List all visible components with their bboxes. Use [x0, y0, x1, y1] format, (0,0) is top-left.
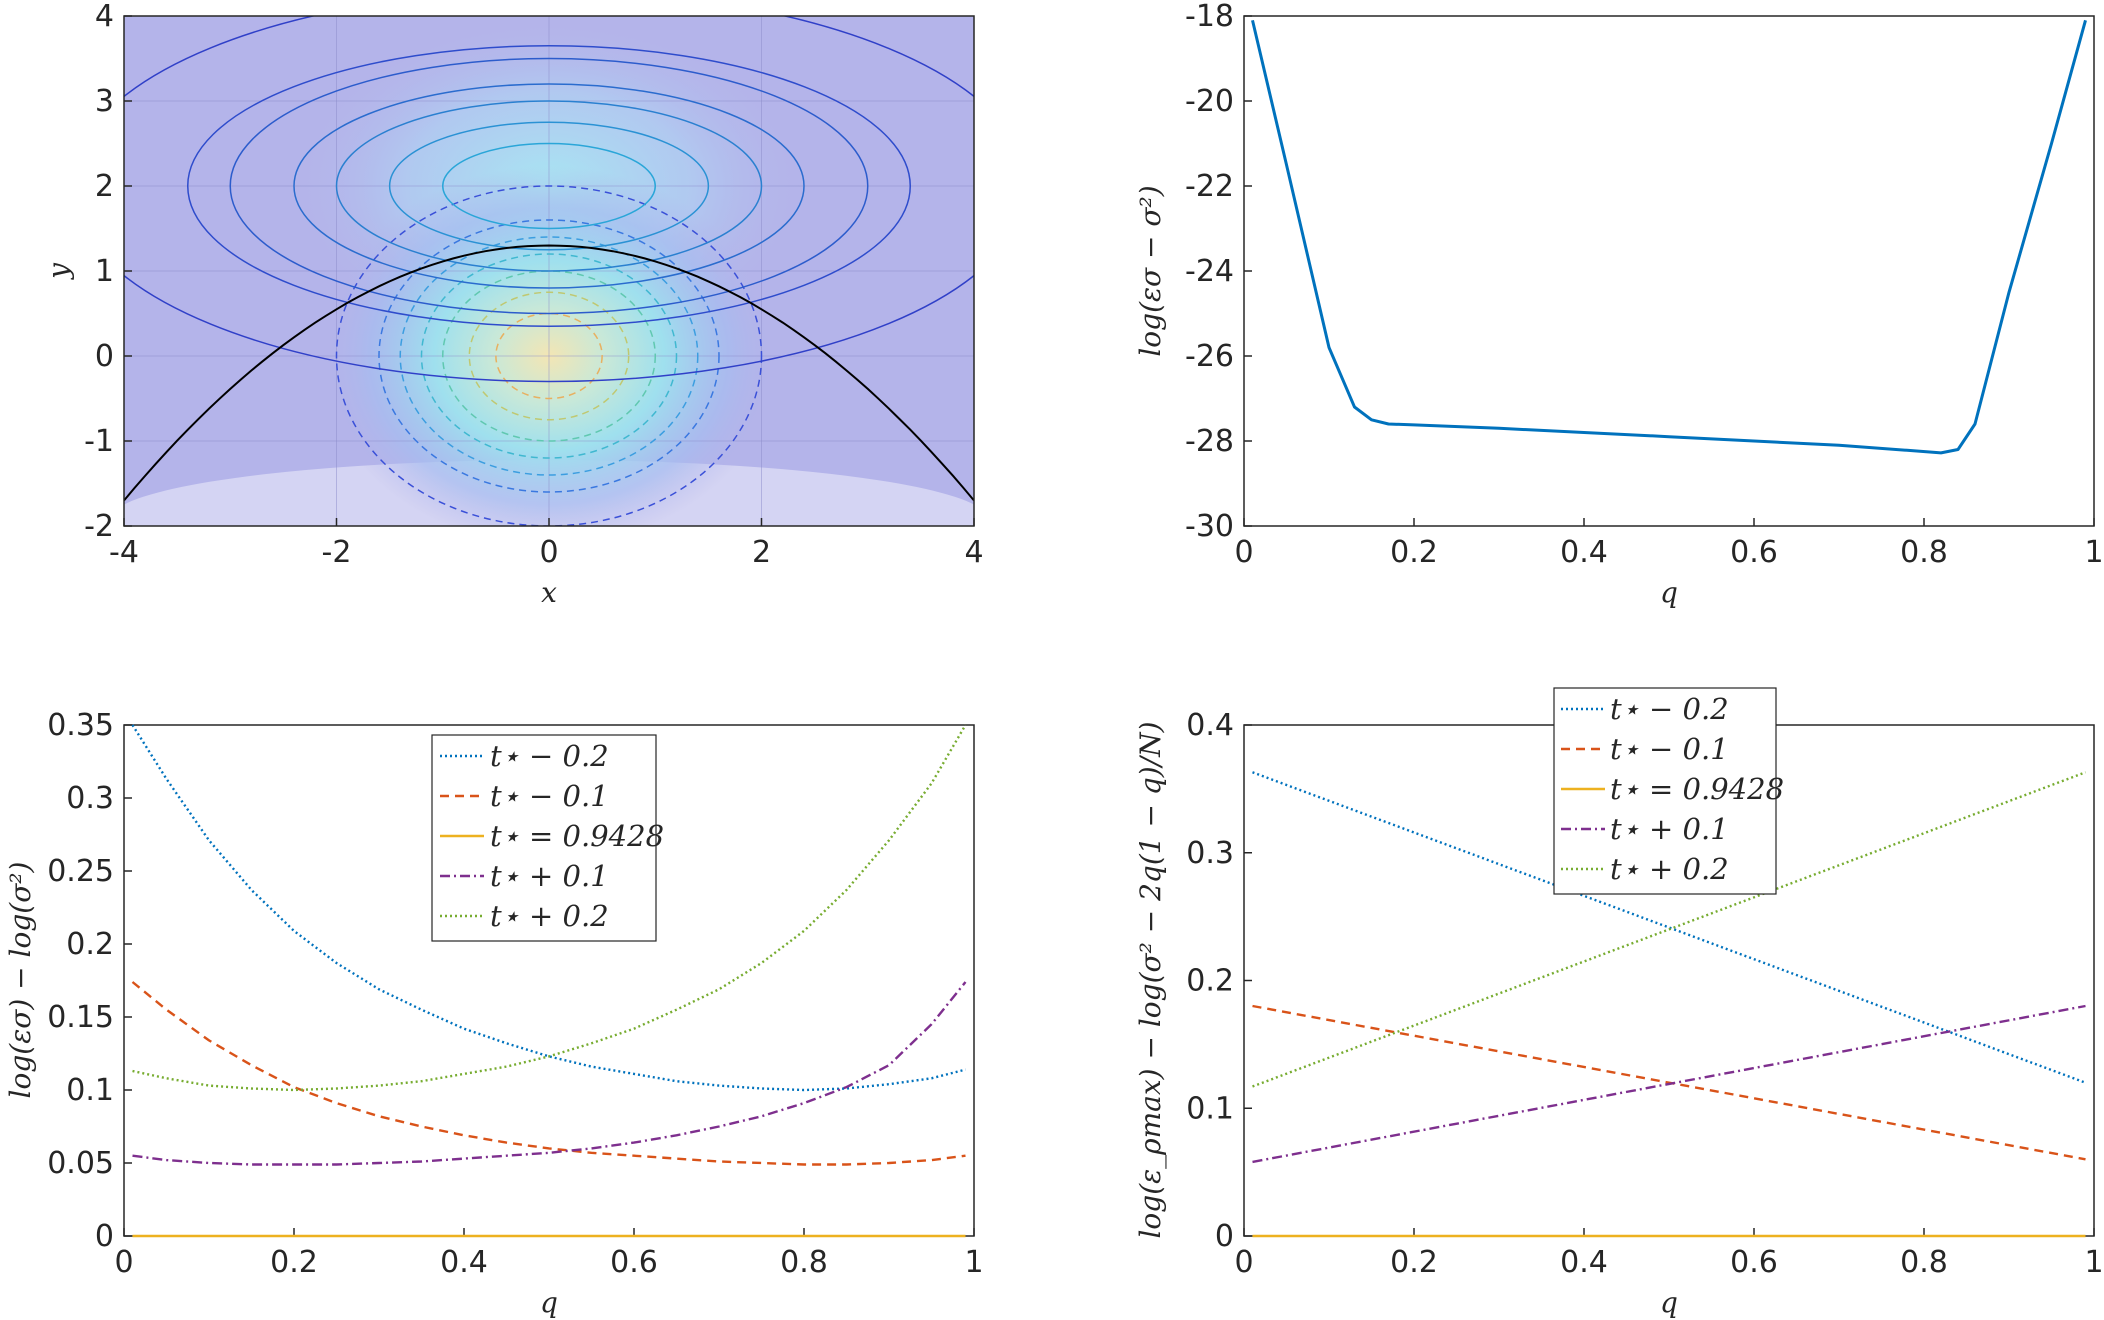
- legend-label: t⋆ = 0.9428: [1610, 772, 1784, 806]
- x-tick-label: 0.8: [1900, 1245, 1948, 1280]
- y-tick-label: -20: [1185, 84, 1234, 119]
- y-tick-label: 4: [95, 0, 114, 34]
- y-tick-label: 0.05: [47, 1146, 114, 1181]
- dashed-contour: [378, 219, 720, 493]
- y-tick-label: 3: [95, 84, 114, 119]
- x-tick-label: 0.8: [1900, 535, 1948, 570]
- series-line-t-0-1: [132, 981, 967, 1166]
- y-tick-label: 0: [95, 1219, 114, 1254]
- x-tick-label: 0.2: [1390, 535, 1438, 570]
- x-tick-label: 0: [114, 1245, 133, 1280]
- panel1-ylabel: y: [42, 262, 75, 281]
- x-tick-label: 4: [964, 535, 983, 570]
- x-tick-label: 1: [2084, 1245, 2103, 1280]
- rho-max-ratio-plot: 0 0.2 0.4 0.6 0.8 1 0 0.1 0.2 0.3 0.4 t⋆ − 0.2 t⋆ …: [1134, 687, 2104, 1319]
- panel1-xlabel: x: [541, 576, 557, 609]
- solid-contour: [187, 45, 911, 327]
- solid-contour: [388, 121, 710, 251]
- y-tick-label: -24: [1185, 254, 1234, 289]
- y-tick-label: -26: [1185, 339, 1234, 374]
- y-tick-label: -22: [1185, 169, 1234, 204]
- solid-contour: [335, 100, 763, 272]
- x-tick-label: 0.8: [780, 1245, 828, 1280]
- series-line-t-0-2: [1252, 771, 2086, 1088]
- parabola-curve: [124, 244, 974, 502]
- legend-label: t⋆ − 0.2: [490, 739, 609, 773]
- x-tick-label: 1: [2084, 535, 2103, 570]
- y-tick-label: 1: [95, 254, 114, 289]
- y-tick-label: 2: [95, 169, 114, 204]
- solid-contour: [229, 57, 869, 315]
- dashed-contour: [335, 185, 763, 526]
- series-line-t-0-2: [131, 724, 966, 1092]
- x-tick-label: 0.4: [440, 1245, 488, 1280]
- panel3-legend: t⋆ − 0.2 t⋆ − 0.1 t⋆ = 0.9428 t⋆ + 0.1 t…: [431, 734, 664, 942]
- x-tick-label: 1: [964, 1245, 983, 1280]
- dashed-contour: [399, 236, 699, 476]
- y-tick-label: 0.2: [1186, 964, 1234, 999]
- dashed-contour: [442, 270, 656, 442]
- legend-label: t⋆ + 0.2: [1610, 852, 1729, 886]
- x-tick-label: -4: [109, 535, 139, 570]
- legend-label: t⋆ − 0.2: [1610, 692, 1729, 726]
- y-tick-label: 0.1: [1186, 1091, 1234, 1126]
- y-tick-label: 0.2: [66, 927, 114, 962]
- log-ratio-plot: 0 0.2 0.4 0.6 0.8 1 0 0.05 0.1 0.15 0.2 0.25 0.3 0.35…: [4, 708, 984, 1319]
- x-tick-label: 0: [539, 535, 558, 570]
- panel2-xlabel: q: [1660, 576, 1678, 609]
- y-tick-label: -1: [84, 424, 114, 459]
- x-tick-label: 0: [1234, 1245, 1253, 1280]
- x-tick-label: 0.2: [1390, 1245, 1438, 1280]
- legend-label: t⋆ + 0.1: [1610, 812, 1729, 846]
- y-tick-label: 0.3: [1186, 836, 1234, 871]
- series-line-log-: [1251, 19, 2087, 455]
- panel3-ylabel: log(εσ) − log(σ²): [4, 862, 37, 1099]
- x-tick-label: -2: [322, 535, 352, 570]
- dashed-contour: [495, 312, 603, 400]
- legend-label: t⋆ + 0.2: [490, 899, 609, 933]
- y-tick-label: 0: [95, 339, 114, 374]
- y-tick-label: -2: [84, 509, 114, 544]
- panel3-xlabel: q: [540, 1286, 558, 1319]
- x-tick-label: 0.6: [610, 1245, 658, 1280]
- panel4-xlabel: q: [1660, 1286, 1678, 1319]
- y-tick-label: -28: [1185, 424, 1234, 459]
- solid-contour: [124, 16, 974, 383]
- y-tick-label: 0.1: [66, 1073, 114, 1108]
- y-tick-label: 0: [1215, 1219, 1234, 1254]
- x-tick-label: 0.2: [270, 1245, 318, 1280]
- solid-contour: [442, 142, 656, 230]
- legend-label: t⋆ − 0.1: [490, 779, 609, 813]
- solid-contour: [293, 83, 805, 289]
- legend-label: t⋆ − 0.1: [1610, 732, 1729, 766]
- y-tick-label: 0.35: [47, 708, 114, 743]
- x-tick-label: 0.6: [1730, 1245, 1778, 1280]
- legend-label: t⋆ = 0.9428: [490, 819, 664, 853]
- x-tick-label: 0.6: [1730, 535, 1778, 570]
- y-tick-label: 0.4: [1186, 708, 1234, 743]
- panel4-ylabel: log(ε_ρmax) − log(σ² − 2q(1 − q)/N): [1134, 721, 1167, 1238]
- x-tick-label: 0.4: [1560, 1245, 1608, 1280]
- y-tick-label: 0.25: [47, 854, 114, 889]
- y-tick-label: -30: [1185, 509, 1234, 544]
- series-line-t-0-2: [132, 724, 967, 1092]
- x-tick-label: 2: [752, 535, 771, 570]
- y-tick-label: 0.15: [47, 1000, 114, 1035]
- panel2-ylabel: log(εσ − σ²): [1134, 185, 1167, 356]
- legend-label: t⋆ + 0.1: [490, 859, 609, 893]
- y-tick-label: -18: [1185, 0, 1234, 34]
- error-vs-q-plot: 0 0.2 0.4 0.6 0.8 1 -30 -28 -26 -24 -22 -20 -18 q lo…: [1134, 0, 2104, 609]
- x-tick-label: 0: [1234, 535, 1253, 570]
- series-line-t-0-1: [131, 981, 966, 1166]
- x-tick-label: 0.4: [1560, 535, 1608, 570]
- series-line-t-0-1: [1252, 1004, 2086, 1161]
- panel4-legend: t⋆ − 0.2 t⋆ − 0.1 t⋆ = 0.9428 t⋆ + 0.1 t…: [1553, 687, 1784, 895]
- dashed-contour: [420, 253, 678, 459]
- series-line-t-0-1: [1252, 1004, 2086, 1164]
- y-tick-label: 0.3: [66, 781, 114, 816]
- dashed-contour: [468, 291, 630, 421]
